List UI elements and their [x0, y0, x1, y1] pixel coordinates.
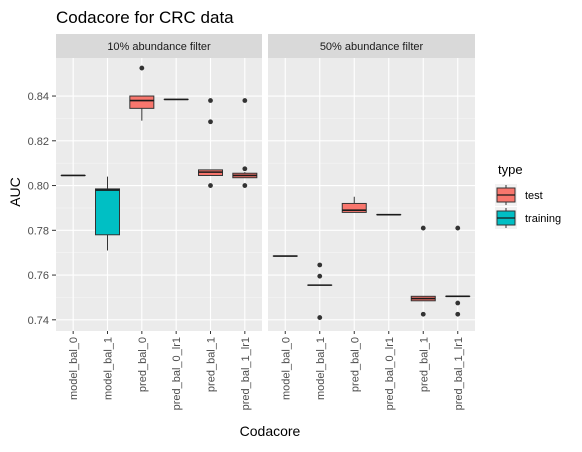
- y-axis: 0.74 0.76 0.78 0.80 0.82 0.84: [28, 91, 56, 327]
- panel: 50% abundance filter model_bal_0 model_bal…: [268, 34, 475, 410]
- facet-strip-label: 50% abundance filter: [320, 41, 424, 53]
- x-tick-label: model_bal_1: [315, 337, 327, 400]
- x-tick-label: model_bal_0: [68, 337, 80, 400]
- panel-background: [268, 58, 475, 331]
- x-tick-label: model_bal_1: [103, 337, 115, 400]
- x-axis-title: Codacore: [240, 423, 301, 439]
- outlier-point: [139, 66, 144, 71]
- legend-item-test: test: [495, 184, 543, 206]
- x-tick-label: pred_bal_0_lr1: [384, 337, 396, 410]
- outlier-point: [242, 166, 247, 171]
- x-tick-label: pred_bal_1_lr1: [240, 337, 252, 410]
- outlier-point: [455, 301, 460, 306]
- legend-item-training: training: [495, 207, 561, 229]
- y-tick-label: 0.80: [28, 181, 49, 193]
- legend-label: test: [525, 190, 543, 202]
- y-tick-label: 0.78: [28, 225, 49, 237]
- outlier-point: [242, 98, 247, 103]
- box-body: [96, 189, 120, 235]
- x-tick-label: model_bal_0: [280, 337, 292, 400]
- outlier-point: [421, 312, 426, 317]
- outlier-point: [317, 274, 322, 279]
- x-tick-label: pred_bal_0_lr1: [171, 337, 183, 410]
- box-body: [342, 203, 366, 212]
- outlier-point: [455, 226, 460, 231]
- y-tick-label: 0.74: [28, 315, 49, 327]
- outlier-point: [208, 183, 213, 188]
- outlier-point: [208, 119, 213, 124]
- x-tick-label: pred_bal_1: [418, 337, 430, 392]
- outlier-point: [242, 183, 247, 188]
- x-tick-label: pred_bal_0: [349, 337, 361, 392]
- legend: type test training: [495, 162, 561, 229]
- y-tick-label: 0.82: [28, 136, 49, 148]
- outlier-point: [421, 226, 426, 231]
- y-tick-label: 0.76: [28, 270, 49, 282]
- legend-title: type: [498, 162, 523, 177]
- x-tick-label: pred_bal_1: [206, 337, 218, 392]
- outlier-point: [208, 98, 213, 103]
- outlier-point: [455, 312, 460, 317]
- facet-strip-label: 10% abundance filter: [107, 41, 211, 53]
- panels: 10% abundance filter model_bal_0 model_bal…: [56, 34, 475, 410]
- y-axis-title: AUC: [7, 177, 23, 207]
- outlier-point: [317, 263, 322, 268]
- y-tick-label: 0.84: [28, 91, 49, 103]
- panel: 10% abundance filter model_bal_0 model_bal…: [56, 34, 262, 410]
- x-tick-label: pred_bal_0: [137, 337, 149, 392]
- x-tick-label: pred_bal_1_lr1: [453, 337, 465, 410]
- box-body: [130, 96, 154, 108]
- outlier-point: [317, 315, 322, 320]
- chart-title: Codacore for CRC data: [56, 8, 234, 27]
- legend-label: training: [525, 213, 561, 225]
- panel-background: [56, 58, 262, 331]
